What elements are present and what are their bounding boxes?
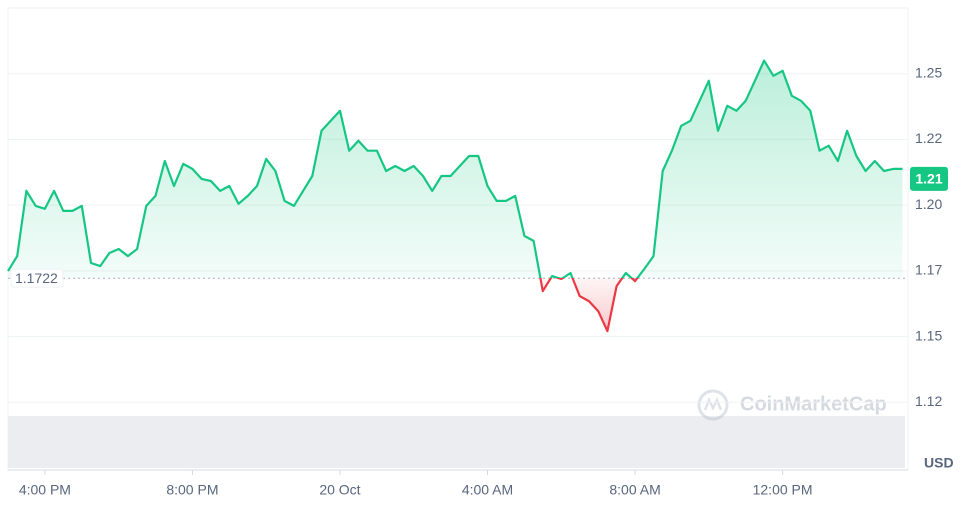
currency-label: USD — [924, 455, 954, 471]
x-tick-label: 8:00 PM — [166, 482, 218, 498]
watermark-text: CoinMarketCap — [740, 393, 887, 415]
x-tick-label: 20 Oct — [319, 482, 360, 498]
y-tick-label: 1.25 — [915, 64, 942, 80]
area — [8, 60, 903, 332]
watermark: CoinMarketCap — [697, 389, 887, 421]
y-tick-label: 1.22 — [915, 130, 942, 146]
y-tick-label: 1.15 — [915, 327, 942, 343]
y-tick-label: 1.17 — [915, 262, 942, 278]
watermark-logo-mark — [703, 396, 723, 411]
x-tick-label: 12:00 PM — [753, 482, 813, 498]
y-tick-label: 1.12 — [915, 393, 942, 409]
x-tick-label: 8:00 AM — [609, 482, 660, 498]
watermark-logo — [697, 389, 729, 421]
y-tick-label: 1.20 — [915, 196, 942, 212]
price-line — [7, 59, 903, 333]
last-price-label: 1.21 — [915, 171, 942, 187]
last-price-box — [910, 166, 948, 191]
baseline-label-box — [10, 268, 64, 288]
volume-area — [8, 416, 905, 468]
x-tick-label: 4:00 PM — [19, 482, 71, 498]
baseline-label: 1.1722 — [15, 270, 58, 286]
x-tick-label: 4:00 AM — [462, 482, 513, 498]
